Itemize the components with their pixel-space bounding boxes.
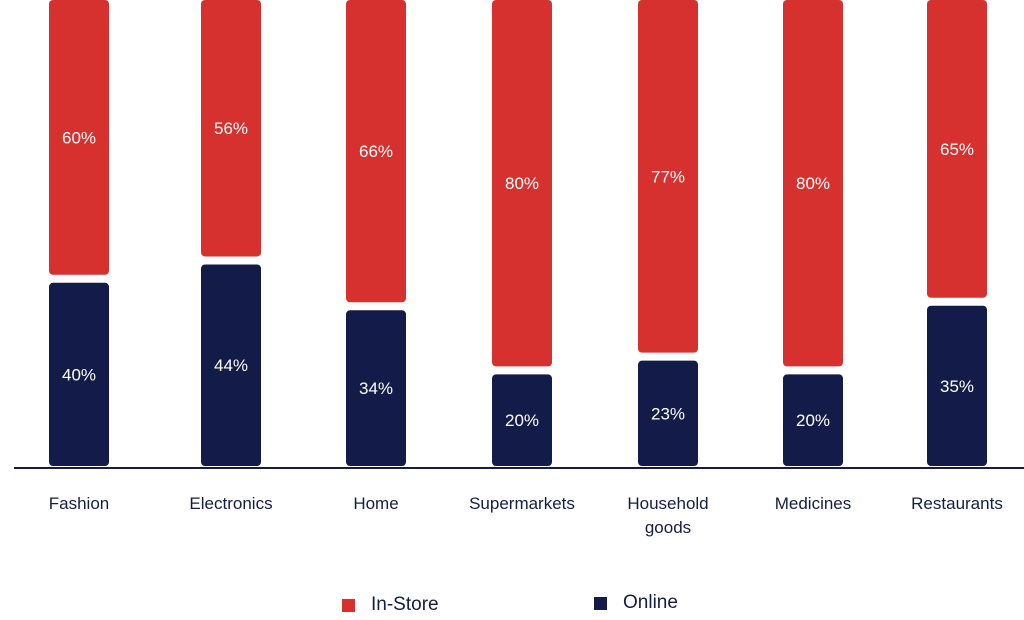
bar-online [638,360,698,466]
legend-label-online: Online [623,592,678,613]
x-tick-label: Household [627,494,708,513]
legend-item-instore: In-Store [342,594,439,616]
legend-swatch-online [594,596,607,610]
data-label-online: 20% [796,411,830,430]
data-label-online: 20% [505,411,539,430]
data-label-instore: 60% [62,128,96,147]
x-tick-label: Supermarkets [469,494,575,513]
bar-instore [346,0,406,303]
bar-instore [492,0,552,367]
bar-instore [201,0,261,257]
bar-online [927,305,987,466]
x-tick-label: goods [645,518,691,537]
data-label-online: 35% [940,377,974,396]
data-label-instore: 80% [505,174,539,193]
data-label-online: 44% [214,356,248,375]
bar-instore [783,0,843,367]
bar-online [346,310,406,466]
stacked-bar-chart: 60% 40% Fashion 56% 44% Electronics 66% 34% Home… [14,0,1024,537]
legend-item-online: Online [594,592,678,614]
data-label-online: 23% [651,404,685,423]
legend-swatch-instore [342,598,355,612]
legend-label-instore: In-Store [371,594,439,615]
bar-instore [638,0,698,353]
data-label-instore: 66% [359,142,393,161]
x-tick-label: Home [353,494,398,513]
x-tick-label: Restaurants [911,494,1003,513]
bar-online [783,374,843,466]
data-label-online: 34% [359,379,393,398]
data-label-instore: 56% [214,119,248,138]
data-label-online: 40% [62,365,96,384]
bar-online [49,282,109,466]
bar-instore [927,0,987,298]
x-tick-label: Medicines [775,494,852,513]
data-label-instore: 65% [940,140,974,159]
bar-online [201,264,261,466]
data-label-instore: 77% [651,167,685,186]
x-tick-label: Electronics [189,494,272,513]
x-tick-label: Fashion [49,494,109,513]
bar-online [492,374,552,466]
data-label-instore: 80% [796,174,830,193]
bar-instore [49,0,109,275]
